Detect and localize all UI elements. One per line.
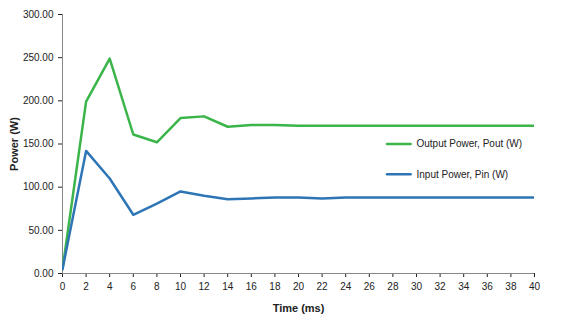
svg-text:10: 10	[175, 281, 187, 292]
svg-text:250.00: 250.00	[23, 52, 54, 63]
svg-text:36: 36	[482, 281, 494, 292]
svg-text:0.00: 0.00	[34, 268, 54, 279]
svg-text:0: 0	[60, 281, 66, 292]
svg-text:28: 28	[387, 281, 399, 292]
svg-text:Output Power, Pout (W): Output Power, Pout (W)	[417, 138, 523, 149]
svg-text:Time (ms): Time (ms)	[273, 302, 325, 314]
svg-text:16: 16	[246, 281, 258, 292]
svg-text:Power (W): Power (W)	[8, 117, 20, 171]
svg-text:150.00: 150.00	[23, 138, 54, 149]
svg-text:14: 14	[222, 281, 234, 292]
svg-text:8: 8	[154, 281, 160, 292]
svg-text:200.00: 200.00	[23, 95, 54, 106]
svg-text:40: 40	[529, 281, 541, 292]
svg-text:6: 6	[131, 281, 137, 292]
svg-text:100.00: 100.00	[23, 181, 54, 192]
svg-text:38: 38	[505, 281, 517, 292]
svg-text:20: 20	[293, 281, 305, 292]
svg-text:300.00: 300.00	[23, 9, 54, 20]
svg-text:4: 4	[107, 281, 113, 292]
svg-text:Input Power, Pin (W): Input Power, Pin (W)	[417, 169, 509, 180]
svg-text:32: 32	[435, 281, 447, 292]
svg-text:24: 24	[340, 281, 352, 292]
svg-text:22: 22	[317, 281, 329, 292]
svg-text:34: 34	[458, 281, 470, 292]
svg-text:2: 2	[83, 281, 89, 292]
svg-text:50.00: 50.00	[28, 225, 53, 236]
svg-text:26: 26	[364, 281, 376, 292]
svg-text:30: 30	[411, 281, 423, 292]
svg-text:12: 12	[199, 281, 211, 292]
svg-text:18: 18	[269, 281, 281, 292]
